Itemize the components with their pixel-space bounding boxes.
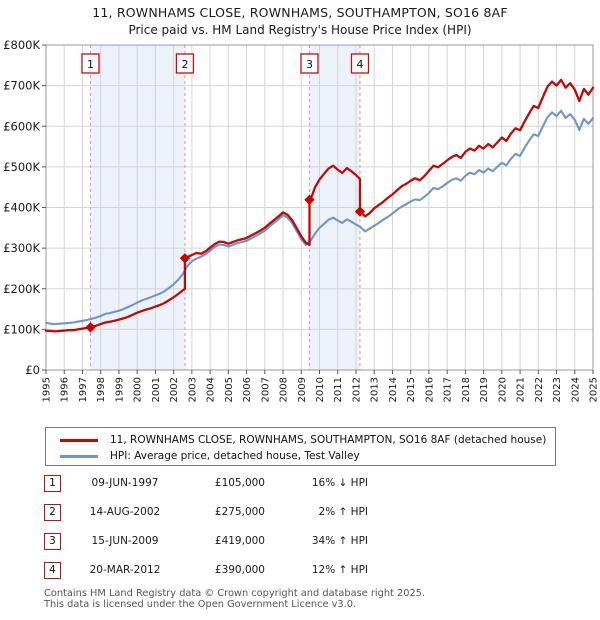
x-tick-label: 2001 (151, 377, 162, 402)
x-tick-label: 2019 (479, 377, 490, 402)
y-tick-label: £600K (3, 119, 40, 133)
x-tick-label: 2018 (461, 377, 472, 402)
x-tick-label: 2022 (534, 377, 545, 402)
x-tick-label: 2010 (315, 377, 326, 402)
sale-point-marker (354, 206, 366, 217)
sale-date: 14-AUG-2002 (89, 506, 161, 518)
sale-number-box (300, 53, 319, 74)
sale-hpi-delta: 16% ↓ HPI (311, 477, 368, 489)
sale-date: 15-JUN-2009 (91, 535, 159, 547)
legend-item-property: 11, ROWNHAMS CLOSE, ROWNHAMS, SOUTHAMPTO… (60, 432, 555, 448)
sale-number-badge: 2 (44, 504, 61, 521)
sale-number-badge: 4 (44, 562, 61, 579)
legend-line-swatch (60, 454, 98, 458)
y-tick-label: £700K (3, 79, 40, 93)
sale-hpi-delta: 12% ↑ HPI (311, 564, 368, 576)
x-tick-label: 2025 (589, 377, 600, 402)
sale-point-marker (85, 322, 96, 333)
x-tick-label: 2014 (388, 377, 399, 402)
x-tick-label: 2009 (297, 377, 308, 402)
x-tick-label: 2023 (552, 377, 563, 402)
x-tick-label: 2006 (242, 377, 253, 402)
y-tick-label: £400K (3, 201, 40, 215)
sale-point-marker (179, 253, 191, 264)
sale-number-label: 3 (306, 58, 313, 71)
sale-number-badge: 1 (44, 475, 61, 492)
x-tick-label: 1995 (42, 377, 53, 402)
sale-row: 2 14-AUG-2002 £275,000 2% ↑ HPI (44, 499, 564, 528)
x-tick-label: 2002 (169, 377, 180, 402)
hpi-line (44, 109, 595, 326)
x-tick-label: 2024 (570, 377, 581, 402)
sale-number-label: 1 (87, 58, 94, 71)
sale-number-box (175, 53, 195, 74)
x-tick-label: 2016 (424, 377, 435, 402)
sale-price: £105,000 (214, 477, 265, 489)
page-title: 11, ROWNHAMS CLOSE, ROWNHAMS, SOUTHAMPTO… (92, 5, 508, 20)
sale-point-marker (304, 194, 315, 205)
x-tick-label: 2000 (133, 377, 144, 402)
y-tick-label: £500K (3, 160, 40, 174)
x-tick-label: 2012 (351, 377, 362, 402)
x-tick-label: 2013 (370, 377, 381, 402)
property-price-line (44, 78, 595, 333)
sale-hpi-delta: 2% ↑ HPI (318, 506, 368, 518)
x-tick-label: 2005 (224, 377, 235, 402)
x-tick-label: 2003 (187, 377, 198, 402)
x-tick-label: 2021 (516, 377, 527, 402)
x-tick-label: 2020 (497, 377, 508, 402)
legend-item-hpi: HPI: Average price, detached house, Test… (60, 448, 555, 464)
footer: Contains HM Land Registry data © Crown c… (44, 588, 425, 610)
y-tick-label: £200K (3, 282, 40, 296)
y-tick-label: £300K (3, 241, 40, 255)
sale-number-badge: 3 (44, 533, 61, 550)
price-chart: 1 2 3 4 £0 £100K £200K £300K £400K £500K £600K £700… (3, 38, 600, 402)
y-tick-label: £0 (25, 363, 40, 377)
sale-row: 3 15-JUN-2009 £419,000 34% ↑ HPI (44, 528, 564, 557)
x-tick-label: 2011 (333, 377, 344, 402)
x-tick-label: 1999 (114, 377, 125, 402)
page-subtitle: Price paid vs. HM Land Registry's House … (128, 23, 472, 37)
x-tick-label: 1996 (60, 377, 71, 402)
x-tick-label: 2017 (443, 377, 454, 402)
sale-number-box (350, 53, 370, 74)
x-tick-label: 2004 (206, 377, 217, 402)
sale-price: £419,000 (214, 535, 265, 547)
legend-label: HPI: Average price, detached house, Test… (110, 450, 360, 462)
footer-line-2: This data is licensed under the Open Gov… (44, 599, 357, 610)
sale-date: 20-MAR-2012 (89, 564, 161, 576)
sale-price: £390,000 (214, 564, 265, 576)
sale-row: 1 09-JUN-1997 £105,000 16% ↓ HPI (44, 470, 564, 499)
sale-date: 09-JUN-1997 (91, 477, 159, 489)
footer-line-1: Contains HM Land Registry data © Crown c… (44, 588, 426, 599)
y-tick-label: £800K (3, 38, 40, 52)
sale-hpi-delta: 34% ↑ HPI (311, 535, 368, 547)
x-tick-label: 2007 (260, 377, 271, 402)
sale-number-label: 2 (181, 58, 188, 71)
x-tick-label: 1998 (96, 377, 107, 402)
chart-title: 11, ROWNHAMS CLOSE, ROWNHAMS, SOUTHAMPTO… (0, 5, 600, 37)
y-tick-label: £100K (3, 322, 40, 336)
x-tick-label: 2015 (406, 377, 417, 402)
sales-table: 1 09-JUN-1997 £105,000 16% ↓ HPI 2 14-AUG-200… (44, 470, 564, 586)
sale-row: 4 20-MAR-2012 £390,000 12% ↑ HPI (44, 557, 564, 586)
legend-label: 11, ROWNHAMS CLOSE, ROWNHAMS, SOUTHAMPTO… (110, 434, 547, 446)
sale-number-label: 4 (356, 58, 363, 71)
legend: 11, ROWNHAMS CLOSE, ROWNHAMS, SOUTHAMPTO… (45, 427, 556, 466)
x-tick-label: 1997 (78, 377, 89, 402)
x-tick-label: 2008 (279, 377, 290, 402)
legend-line-swatch (60, 438, 98, 442)
sale-number-box (81, 53, 100, 74)
sale-price: £275,000 (214, 506, 265, 518)
